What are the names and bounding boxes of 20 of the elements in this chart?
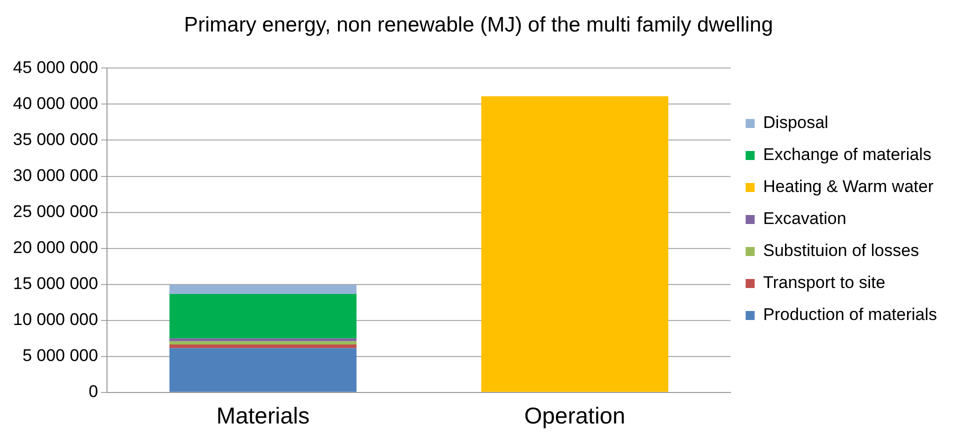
y-tick-label: 25 000 000: [12, 202, 98, 221]
y-tick-label: 15 000 000: [12, 274, 98, 294]
y-tick-label: 20 000 000: [12, 238, 98, 257]
x-tick-label: Operation: [524, 402, 626, 429]
legend-label: Disposal: [763, 113, 828, 132]
y-tick-label: 45 000 000: [12, 58, 98, 77]
legend-label: Exchange of materials: [763, 145, 932, 164]
legend-label: Excavation: [763, 209, 846, 228]
legend-label: Substituion of losses: [763, 241, 920, 260]
legend-label: Production of materials: [763, 305, 938, 324]
x-tick-label: Materials: [216, 402, 310, 429]
legend-label: Heating & Warm water: [763, 177, 934, 196]
y-tick-label: 0: [88, 382, 98, 402]
y-tick-label: 10 000 000: [12, 310, 98, 330]
chart-title: Primary energy, non renewable (MJ) of the multi family dwelling: [184, 13, 774, 36]
y-tick-label: 5 000 000: [22, 346, 98, 366]
y-tick-label: 30 000 000: [12, 166, 98, 185]
y-tick-label: 35 000 000: [12, 130, 98, 149]
legend-label: Transport to site: [763, 273, 886, 292]
y-tick-label: 40 000 000: [12, 94, 98, 113]
